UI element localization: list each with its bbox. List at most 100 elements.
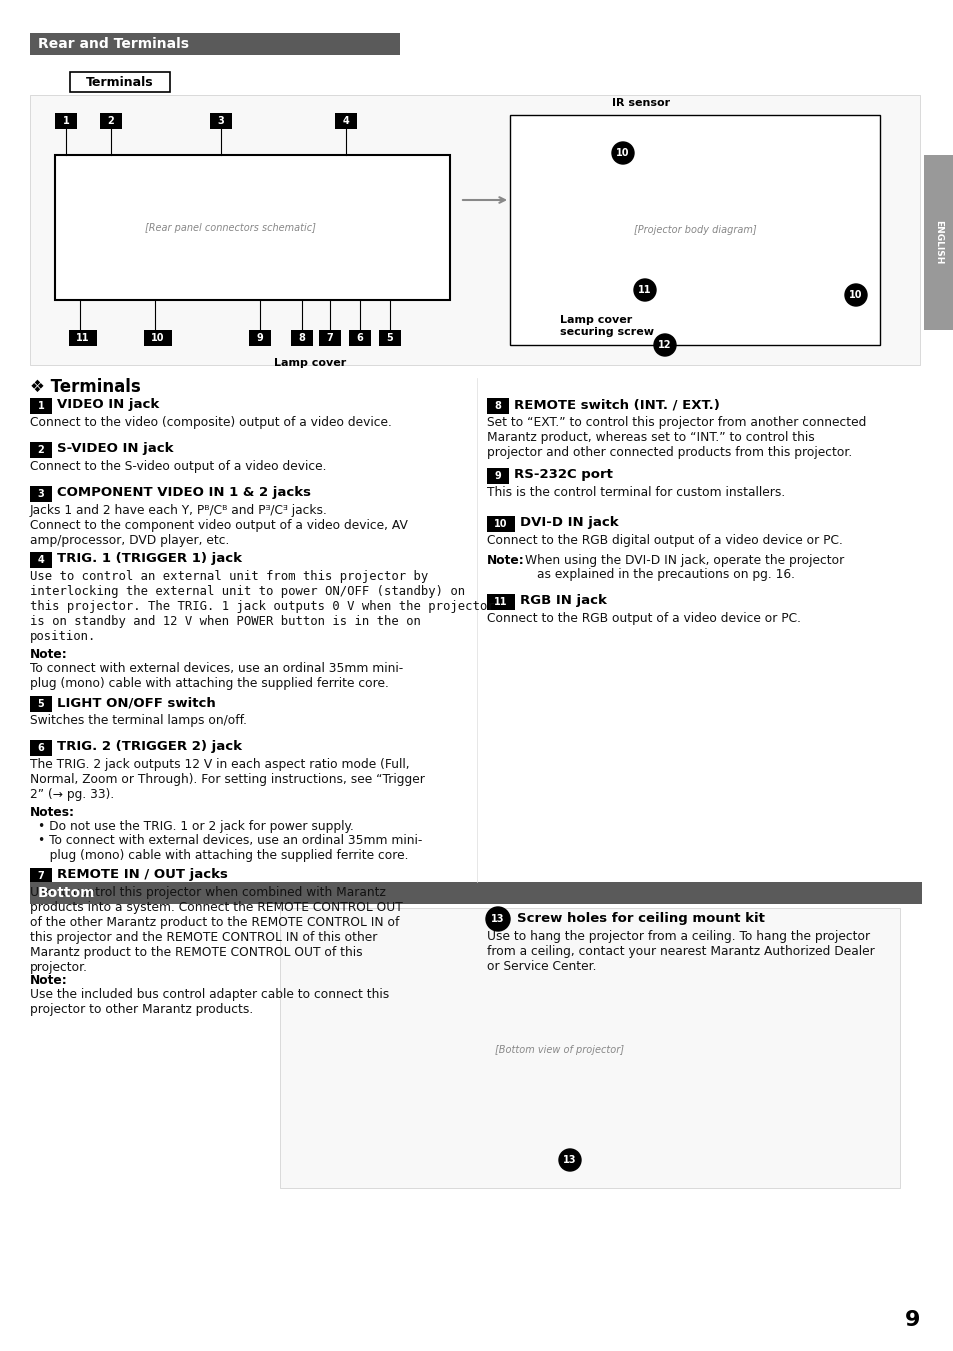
Circle shape bbox=[485, 907, 510, 931]
Text: [Bottom view of projector]: [Bottom view of projector] bbox=[495, 1046, 624, 1055]
Bar bbox=[30, 486, 52, 503]
Text: RS-232C port: RS-232C port bbox=[514, 467, 612, 481]
Circle shape bbox=[612, 142, 634, 163]
Bar bbox=[335, 113, 356, 128]
Bar bbox=[280, 908, 899, 1188]
Text: 11: 11 bbox=[638, 285, 651, 295]
Text: Screw holes for ceiling mount kit: Screw holes for ceiling mount kit bbox=[517, 912, 764, 925]
Text: 3: 3 bbox=[37, 489, 45, 499]
Bar bbox=[249, 330, 271, 346]
Text: 5: 5 bbox=[386, 332, 393, 343]
Bar bbox=[30, 867, 52, 884]
Bar bbox=[69, 330, 97, 346]
Text: 9: 9 bbox=[256, 332, 263, 343]
Bar bbox=[486, 516, 515, 532]
Bar bbox=[70, 72, 170, 92]
Text: Set to “EXT.” to control this projector from another connected
Marantz product, : Set to “EXT.” to control this projector … bbox=[486, 416, 865, 459]
Text: 4: 4 bbox=[37, 555, 45, 565]
Text: 9: 9 bbox=[903, 1310, 919, 1329]
Bar bbox=[510, 115, 879, 345]
Text: [Projector body diagram]: [Projector body diagram] bbox=[633, 226, 756, 235]
Text: 10: 10 bbox=[616, 149, 629, 158]
Text: 6: 6 bbox=[356, 332, 363, 343]
Text: 2: 2 bbox=[108, 116, 114, 126]
Bar bbox=[486, 467, 509, 484]
Text: 10: 10 bbox=[848, 290, 862, 300]
Text: 13: 13 bbox=[491, 915, 504, 924]
Bar bbox=[55, 113, 77, 128]
Bar bbox=[30, 399, 52, 413]
Bar bbox=[486, 399, 509, 413]
Bar bbox=[349, 330, 371, 346]
Text: IR sensor: IR sensor bbox=[612, 99, 669, 108]
Text: REMOTE switch (INT. / EXT.): REMOTE switch (INT. / EXT.) bbox=[514, 399, 720, 411]
Text: as explained in the precautions on pg. 16.: as explained in the precautions on pg. 1… bbox=[537, 567, 794, 581]
Text: Use to control an external unit from this projector by
interlocking the external: Use to control an external unit from thi… bbox=[30, 570, 494, 643]
Text: Bottom: Bottom bbox=[38, 886, 95, 900]
Text: Use the included bus control adapter cable to connect this
projector to other Ma: Use the included bus control adapter cab… bbox=[30, 988, 389, 1016]
Text: 7: 7 bbox=[326, 332, 333, 343]
Text: Connect to the RGB output of a video device or PC.: Connect to the RGB output of a video dev… bbox=[486, 612, 801, 626]
Text: RGB IN jack: RGB IN jack bbox=[519, 594, 606, 607]
Bar bbox=[30, 882, 921, 904]
Text: 9: 9 bbox=[494, 471, 501, 481]
Text: Lamp cover
securing screw: Lamp cover securing screw bbox=[559, 315, 654, 336]
Text: 4: 4 bbox=[342, 116, 349, 126]
Bar bbox=[923, 155, 953, 330]
Circle shape bbox=[654, 334, 676, 357]
Text: 1: 1 bbox=[37, 401, 45, 411]
Text: ❖ Terminals: ❖ Terminals bbox=[30, 378, 141, 396]
Text: 10: 10 bbox=[152, 332, 165, 343]
Text: 12: 12 bbox=[658, 340, 671, 350]
Text: REMOTE IN / OUT jacks: REMOTE IN / OUT jacks bbox=[57, 867, 228, 881]
Text: Note:: Note: bbox=[30, 648, 68, 661]
Text: DVI-D IN jack: DVI-D IN jack bbox=[519, 516, 618, 530]
Text: Note:: Note: bbox=[486, 554, 524, 567]
Text: Switches the terminal lamps on/off.: Switches the terminal lamps on/off. bbox=[30, 713, 247, 727]
Bar bbox=[30, 442, 52, 458]
Text: 10: 10 bbox=[494, 519, 507, 530]
Circle shape bbox=[844, 284, 866, 305]
Text: Lamp cover: Lamp cover bbox=[274, 358, 346, 367]
Text: Use to hang the projector from a ceiling. To hang the projector
from a ceiling, : Use to hang the projector from a ceiling… bbox=[486, 929, 874, 973]
Text: The TRIG. 2 jack outputs 12 V in each aspect ratio mode (Full,
Normal, Zoom or T: The TRIG. 2 jack outputs 12 V in each as… bbox=[30, 758, 424, 801]
Text: ENGLISH: ENGLISH bbox=[934, 220, 943, 265]
Text: 6: 6 bbox=[37, 743, 45, 753]
Bar bbox=[55, 155, 450, 300]
Bar bbox=[30, 696, 52, 712]
Bar bbox=[30, 95, 919, 365]
Bar bbox=[144, 330, 172, 346]
Text: 5: 5 bbox=[37, 698, 45, 709]
Bar bbox=[486, 594, 515, 611]
Text: 2: 2 bbox=[37, 444, 45, 455]
Text: TRIG. 1 (TRIGGER 1) jack: TRIG. 1 (TRIGGER 1) jack bbox=[57, 553, 242, 565]
Text: 11: 11 bbox=[494, 597, 507, 607]
Text: When using the DVI-D IN jack, operate the projector: When using the DVI-D IN jack, operate th… bbox=[524, 554, 843, 567]
Text: • Do not use the TRIG. 1 or 2 jack for power supply.: • Do not use the TRIG. 1 or 2 jack for p… bbox=[38, 820, 354, 834]
Circle shape bbox=[634, 280, 656, 301]
Text: COMPONENT VIDEO IN 1 & 2 jacks: COMPONENT VIDEO IN 1 & 2 jacks bbox=[57, 486, 311, 499]
Text: 8: 8 bbox=[298, 332, 305, 343]
Bar bbox=[318, 330, 340, 346]
Text: 7: 7 bbox=[37, 871, 45, 881]
Bar bbox=[30, 553, 52, 567]
Text: Connect to the S-video output of a video device.: Connect to the S-video output of a video… bbox=[30, 459, 326, 473]
Text: TRIG. 2 (TRIGGER 2) jack: TRIG. 2 (TRIGGER 2) jack bbox=[57, 740, 242, 753]
Text: 1: 1 bbox=[63, 116, 70, 126]
Text: 8: 8 bbox=[494, 401, 501, 411]
Bar bbox=[100, 113, 122, 128]
Text: Jacks 1 and 2 have each Y, Pᴮ/Cᴮ and Pᴲ/Cᴲ jacks.
Connect to the component video: Jacks 1 and 2 have each Y, Pᴮ/Cᴮ and Pᴲ/… bbox=[30, 504, 408, 547]
Text: [Rear panel connectors schematic]: [Rear panel connectors schematic] bbox=[145, 223, 315, 232]
Text: Note:: Note: bbox=[30, 974, 68, 988]
Text: Terminals: Terminals bbox=[86, 76, 153, 89]
Text: Notes:: Notes: bbox=[30, 807, 75, 819]
Text: 13: 13 bbox=[562, 1155, 577, 1165]
Bar bbox=[30, 740, 52, 757]
Bar bbox=[30, 32, 399, 55]
Circle shape bbox=[558, 1148, 580, 1171]
Text: Use to control this projector when combined with Marantz
products into a system.: Use to control this projector when combi… bbox=[30, 886, 402, 974]
Text: LIGHT ON/OFF switch: LIGHT ON/OFF switch bbox=[57, 696, 215, 709]
Text: 11: 11 bbox=[76, 332, 90, 343]
Text: 3: 3 bbox=[217, 116, 224, 126]
Text: Rear and Terminals: Rear and Terminals bbox=[38, 36, 189, 51]
